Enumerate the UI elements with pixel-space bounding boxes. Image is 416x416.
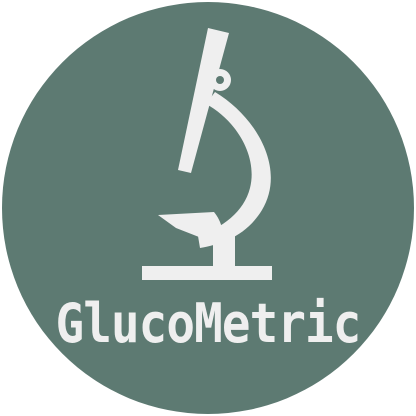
brand-name: GlucoMetric (55, 292, 361, 355)
microscope-icon (142, 28, 272, 280)
